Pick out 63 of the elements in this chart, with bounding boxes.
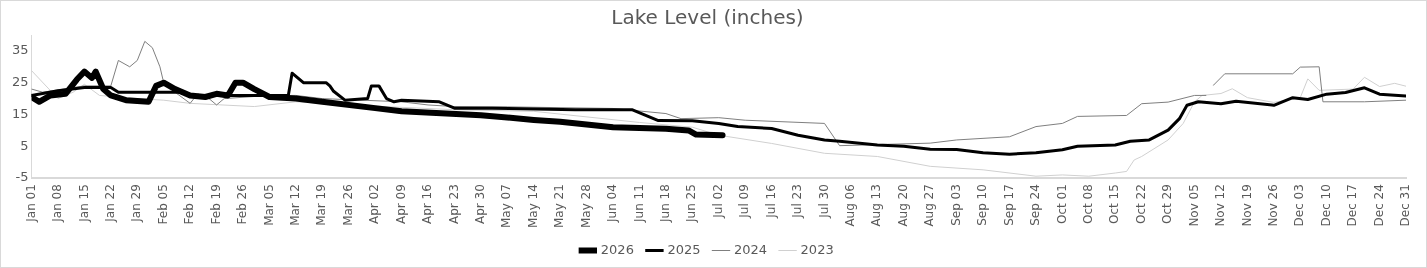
- y-tick-label: -5: [15, 169, 29, 185]
- x-tick-label: May 07: [499, 184, 514, 229]
- x-tick-label: Apr 02: [367, 184, 382, 224]
- x-tick-label: Feb 19: [208, 184, 223, 225]
- x-tick-label: Jun 18: [658, 184, 673, 223]
- x-tick-label: May 14: [525, 184, 540, 229]
- legend-label: 2026: [600, 241, 634, 257]
- x-tick-label: Apr 23: [446, 184, 461, 224]
- x-tick-label: Jan 29: [129, 184, 144, 223]
- x-tick-label: Jul 23: [790, 184, 805, 219]
- x-tick-label: Sep 03: [948, 184, 963, 226]
- x-tick-label: Jun 25: [684, 184, 699, 223]
- x-tick-label: Jul 02: [710, 184, 725, 219]
- x-tick-label: Nov 12: [1213, 184, 1228, 227]
- x-tick-label: Nov 05: [1186, 184, 1201, 227]
- x-tick-label: Oct 29: [1160, 184, 1175, 224]
- x-tick-label: Dec 31: [1398, 184, 1413, 227]
- legend-label: 2024: [734, 241, 768, 257]
- y-tick-label: 25: [12, 74, 29, 90]
- x-tick-label: Jul 16: [763, 184, 778, 219]
- x-tick-label: Aug 27: [922, 184, 937, 227]
- x-tick-label: Feb 12: [182, 184, 197, 225]
- x-tick-label: Jan 15: [76, 184, 91, 223]
- x-tick-label: Aug 06: [843, 184, 858, 227]
- x-tick-label: Aug 20: [895, 184, 910, 227]
- x-tick-label: Jun 04: [605, 184, 620, 223]
- x-tick-label: Jan 22: [102, 184, 117, 223]
- x-tick-label: Feb 26: [235, 184, 250, 225]
- x-tick-label: Apr 16: [420, 184, 435, 224]
- x-tick-label: Dec 03: [1292, 184, 1307, 227]
- x-tick-label: Jun 11: [631, 184, 646, 223]
- x-tick-label: Sep 24: [1028, 184, 1043, 226]
- x-tick-label: Sep 10: [975, 184, 990, 226]
- x-tick-label: Dec 10: [1318, 184, 1333, 227]
- x-tick-label: Oct 15: [1107, 184, 1122, 224]
- x-tick-label: May 21: [552, 184, 567, 229]
- legend-label: 2025: [667, 241, 701, 257]
- x-tick-label: Jul 09: [737, 184, 752, 219]
- chart-title: Lake Level (inches): [611, 5, 804, 30]
- x-tick-label: Dec 24: [1371, 184, 1386, 227]
- y-tick-label: 35: [12, 42, 29, 58]
- x-tick-label: May 28: [578, 184, 593, 229]
- x-tick-label: Feb 05: [155, 184, 170, 225]
- x-tick-label: Jul 30: [816, 184, 831, 219]
- legend-label: 2023: [800, 241, 834, 257]
- y-tick-label: 15: [12, 105, 29, 121]
- x-tick-label: Mar 05: [261, 184, 276, 226]
- x-tick-label: Nov 19: [1239, 184, 1254, 227]
- y-tick-label: 5: [20, 137, 29, 153]
- x-tick-label: Oct 08: [1080, 184, 1095, 224]
- x-tick-label: Jan 01: [23, 184, 38, 223]
- x-tick-label: Mar 12: [287, 184, 302, 226]
- x-tick-label: Nov 26: [1265, 184, 1280, 227]
- x-tick-label: Oct 01: [1054, 184, 1069, 224]
- x-tick-label: Oct 22: [1133, 184, 1148, 224]
- x-tick-label: Mar 19: [314, 184, 329, 226]
- x-tick-label: Jan 08: [50, 184, 65, 223]
- x-tick-label: Apr 30: [473, 184, 488, 224]
- x-tick-label: Sep 17: [1001, 184, 1016, 226]
- x-tick-label: Dec 17: [1345, 184, 1360, 227]
- x-tick-label: Mar 26: [340, 184, 355, 226]
- x-tick-label: Aug 13: [869, 184, 884, 227]
- x-tick-label: Apr 09: [393, 184, 408, 224]
